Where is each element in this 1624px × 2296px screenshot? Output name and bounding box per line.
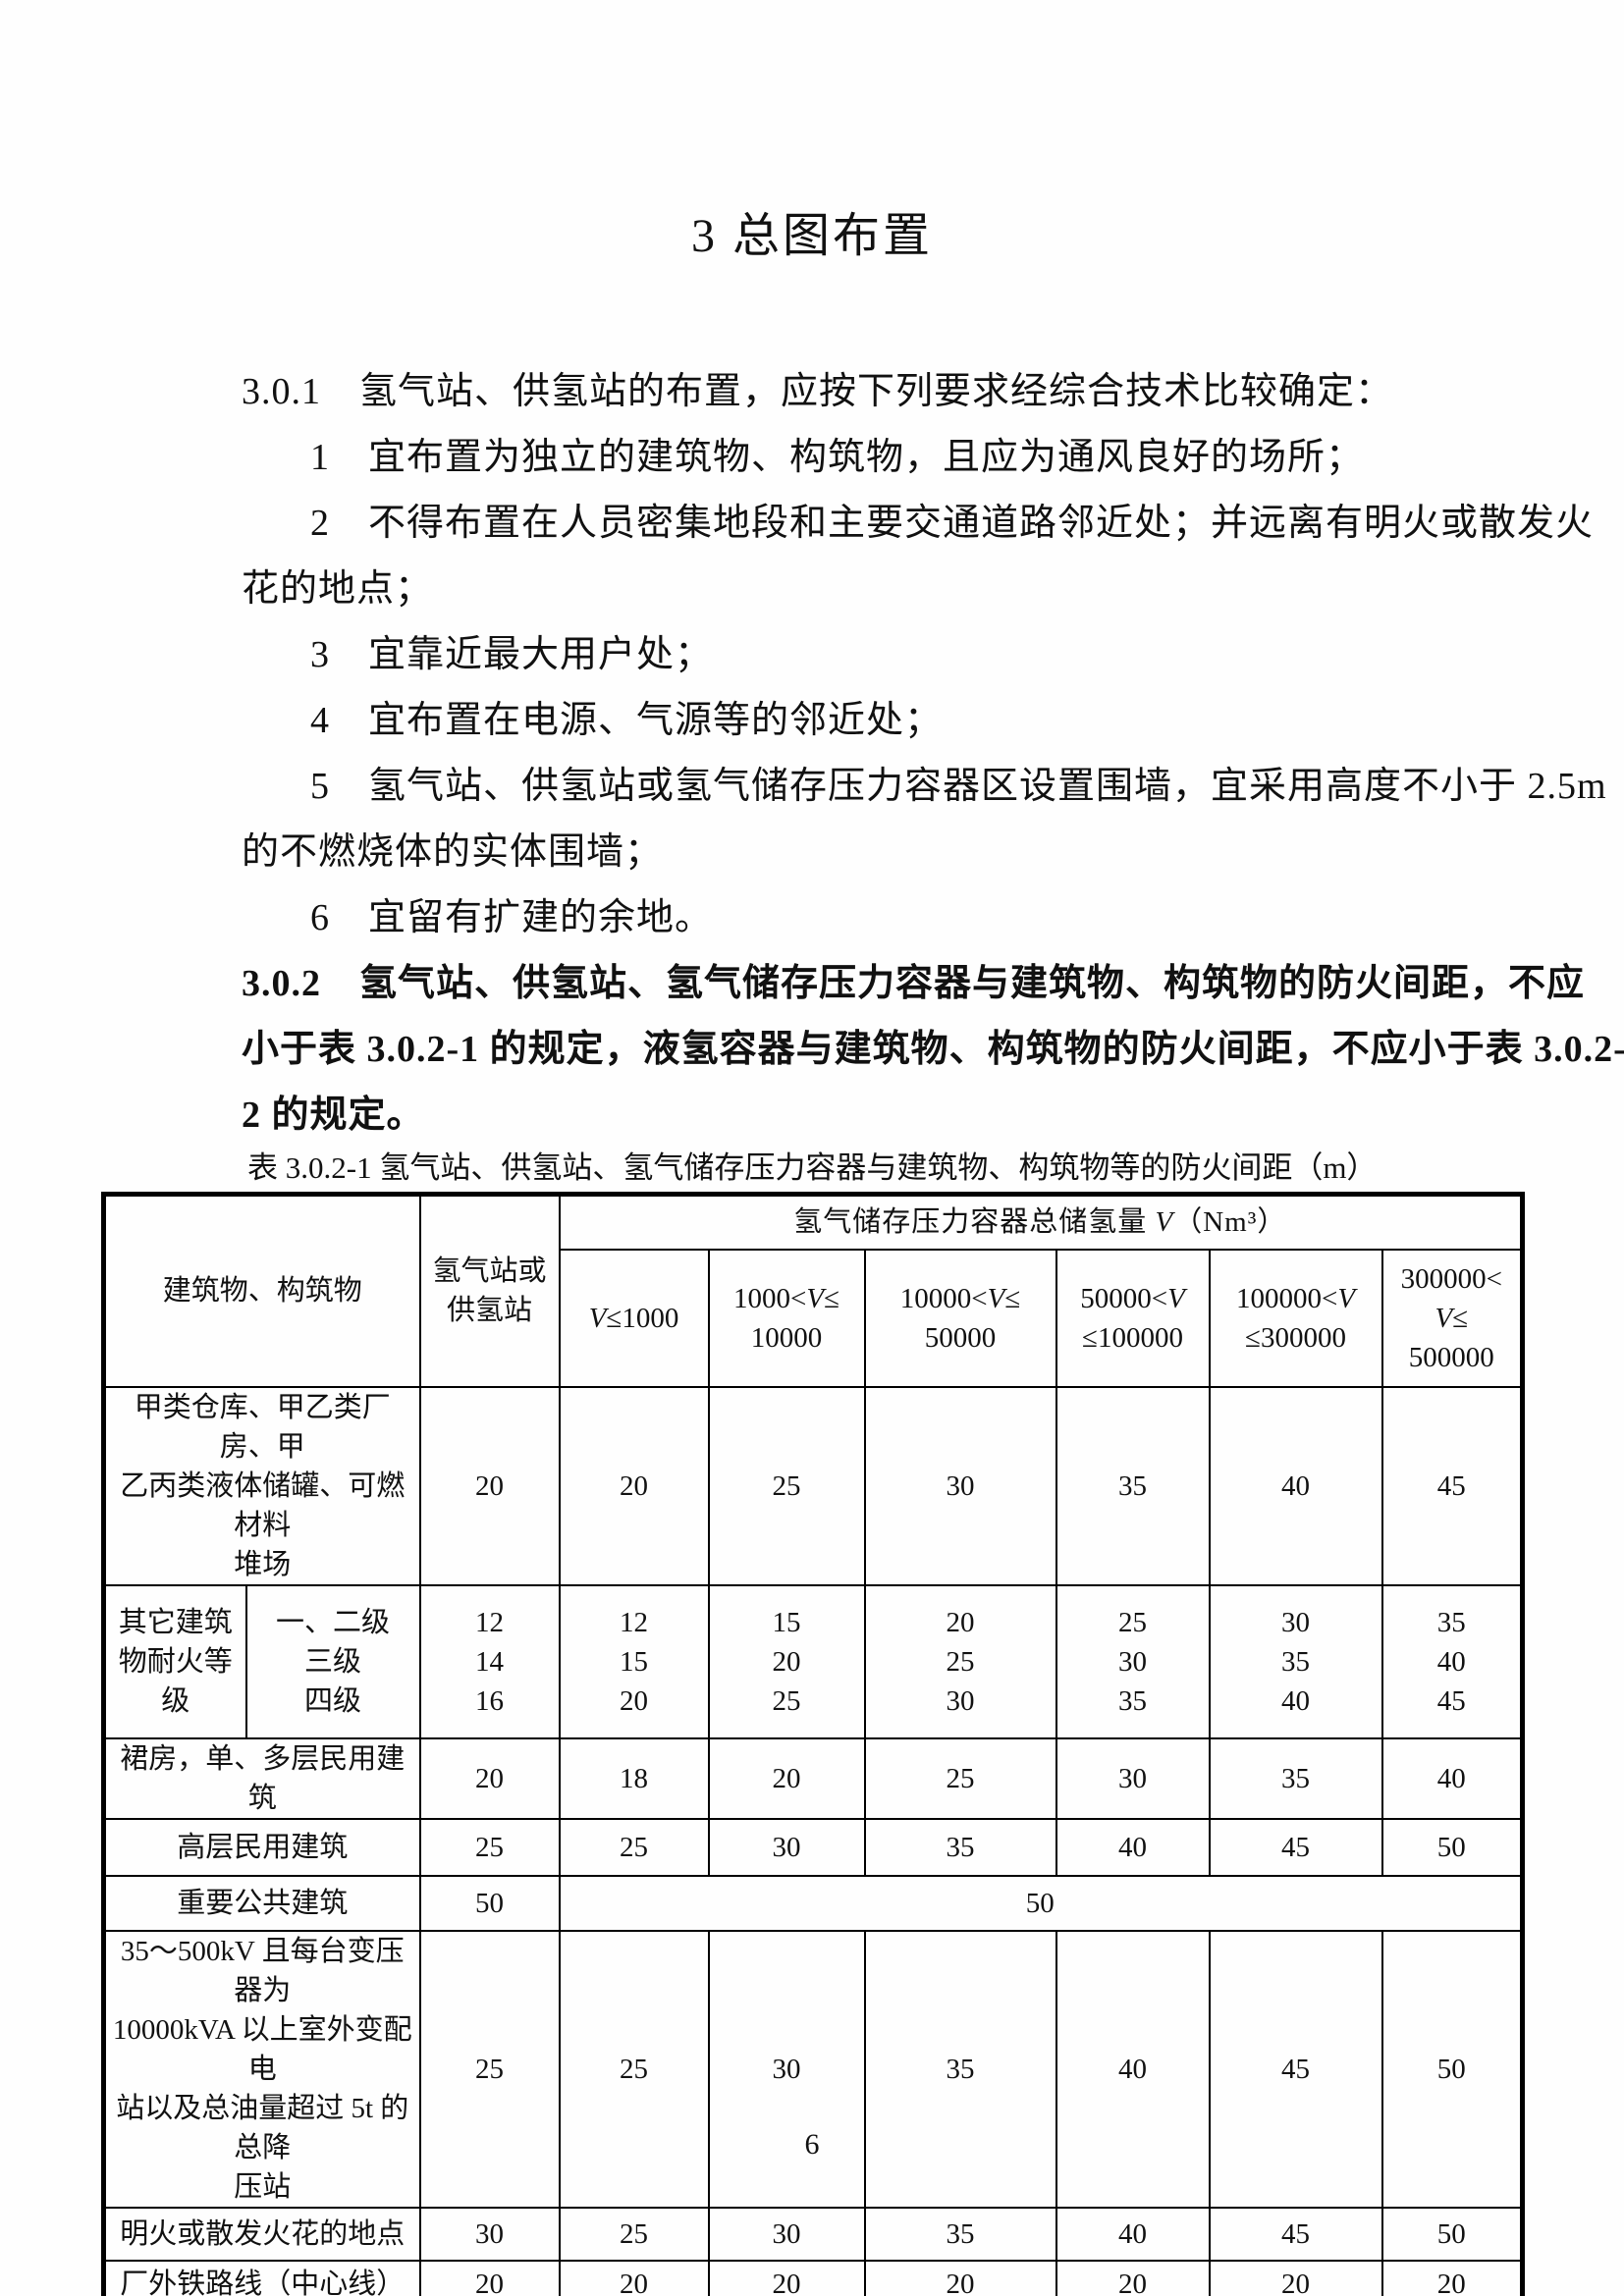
clause-3.0.1-item-6: 6 宜留有扩建的余地。 <box>310 897 714 938</box>
row-public: 重要公共建筑 50 50 <box>102 1874 1524 1932</box>
header-capacity-title: 氢气储存压力容器总储氢量 V（Nm³） <box>558 1193 1524 1251</box>
row-gaoceng-station: 25 <box>418 1817 561 1877</box>
clause-3.0.1: 3.0.1 氢气站、供氢站的布置，应按下列要求经综合技术比较确定： <box>242 371 1394 412</box>
table-cell: 35 <box>863 2206 1057 2262</box>
header-range-5: 100000<V ≤300000 <box>1208 1248 1383 1388</box>
table-cell: 45 <box>1208 1817 1383 1877</box>
row-railway-station: 20 <box>418 2259 561 2296</box>
table-cell: 20 <box>558 1385 710 1586</box>
row-fire-rating-grades: 一、二级 三级 四级 <box>244 1583 421 1739</box>
table-cell: 35 <box>1055 1385 1211 1586</box>
clause-3.0.1-item-3: 3 宜靠近最大用户处； <box>310 634 714 675</box>
table-cell: 25 30 35 <box>1055 1583 1211 1739</box>
table-cell: 30 <box>707 1929 866 2209</box>
table-cell: 20 <box>1208 2259 1383 2296</box>
header-building: 建筑物、构筑物 <box>102 1193 421 1388</box>
table-cell: 30 <box>1055 1736 1211 1820</box>
row-minghuo-station: 30 <box>418 2206 561 2262</box>
table-cell: 35 40 45 <box>1380 1583 1524 1739</box>
table-cell: 20 <box>707 1736 866 1820</box>
row-jia-station: 20 <box>418 1385 561 1586</box>
row-public-merged-cell: 50 <box>558 1874 1524 1932</box>
table-cell: 35 <box>863 1817 1057 1877</box>
row-transformer-station: 25 <box>418 1929 561 2209</box>
table-cell: 20 <box>1380 2259 1524 2296</box>
clause-3.0.1-item-5-cont: 的不燃烧体的实体围墙； <box>242 831 664 873</box>
table-caption: 表 3.0.2-1 氢气站、供氢站、氢气储存压力容器与建筑物、构筑物等的防火间距… <box>247 1150 1378 1185</box>
row-transformer: 35～500kV 且每台变压器为 10000kVA 以上室外变配电 站以及总油量… <box>102 1929 1524 2209</box>
clause-text-block: 3.0.1 氢气站、供氢站的布置，应按下列要求经综合技术比较确定： 1 宜布置为… <box>0 359 1624 1148</box>
row-railway-label: 厂外铁路线（中心线） <box>102 2259 421 2296</box>
table-cell: 45 <box>1208 2206 1383 2262</box>
row-fire-rating-station: 12 14 16 <box>418 1583 561 1739</box>
table-cell: 20 <box>863 2259 1057 2296</box>
clause-3.0.1-item-5: 5 氢气站、供氢站或氢气储存压力容器区设置围墙，宜采用高度不小于 2.5m <box>310 766 1607 807</box>
header-range-3: 10000<V≤ 50000 <box>863 1248 1057 1388</box>
page-title: 3 总图布置 <box>690 210 933 262</box>
row-transformer-label: 35～500kV 且每台变压器为 10000kVA 以上室外变配电 站以及总油量… <box>102 1929 421 2209</box>
clause-3.0.2-cont2: 2 的规定。 <box>242 1095 425 1136</box>
row-qunfang-label: 裙房，单、多层民用建筑 <box>102 1736 421 1820</box>
table-cell: 40 <box>1055 1929 1211 2209</box>
table-cell: 30 <box>707 2206 866 2262</box>
table-cell: 35 <box>1208 1736 1383 1820</box>
header-station: 氢气站或 供氢站 <box>418 1193 561 1388</box>
row-jia: 甲类仓库、甲乙类厂房、甲 乙丙类液体储罐、可燃材料 堆场 20 20 25 30… <box>102 1385 1524 1586</box>
table-cell: 40 <box>1055 2206 1211 2262</box>
table-cell: 45 <box>1208 1929 1383 2209</box>
table-cell: 40 <box>1055 1817 1211 1877</box>
clause-3.0.1-item-2-cont: 花的地点； <box>242 568 434 610</box>
table-cell: 20 <box>558 2259 710 2296</box>
row-fire-rating: 其它建筑 物耐火等 级 一、二级 三级 四级 12 14 16 12 15 20… <box>102 1583 1524 1739</box>
table-cell: 20 <box>1055 2259 1211 2296</box>
table-cell: 20 <box>707 2259 866 2296</box>
row-fire-rating-label: 其它建筑 物耐火等 级 <box>102 1583 247 1739</box>
table-cell: 45 <box>1380 1385 1524 1586</box>
table-cell: 25 <box>558 1929 710 2209</box>
table-cell: 15 20 25 <box>707 1583 866 1739</box>
table-cell: 35 <box>863 1929 1057 2209</box>
clause-3.0.2-cont1: 小于表 3.0.2-1 的规定，液氢容器与建筑物、构筑物的防火间距，不应小于表 … <box>242 1029 1624 1070</box>
table-cell: 30 <box>707 1817 866 1877</box>
clause-3.0.1-item-4: 4 宜布置在电源、气源等的邻近处； <box>310 700 944 741</box>
row-qunfang-station: 20 <box>418 1736 561 1820</box>
row-minghuo: 明火或散发火花的地点 30 25 30 35 40 45 50 <box>102 2206 1524 2262</box>
row-minghuo-label: 明火或散发火花的地点 <box>102 2206 421 2262</box>
table-cell: 50 <box>1380 1929 1524 2209</box>
row-gaoceng: 高层民用建筑 25 25 30 35 40 45 50 <box>102 1817 1524 1877</box>
row-railway: 厂外铁路线（中心线） 20 20 20 20 20 20 20 <box>102 2259 1524 2296</box>
row-public-label: 重要公共建筑 <box>102 1874 421 1932</box>
clause-3.0.1-item-2: 2 不得布置在人员密集地段和主要交通道路邻近处；并远离有明火或散发火 <box>310 503 1595 544</box>
row-gaoceng-label: 高层民用建筑 <box>102 1817 421 1877</box>
table-cell: 30 <box>863 1385 1057 1586</box>
table-cell: 50 <box>1380 1817 1524 1877</box>
row-jia-label: 甲类仓库、甲乙类厂房、甲 乙丙类液体储罐、可燃材料 堆场 <box>102 1385 421 1586</box>
clause-3.0.2: 3.0.2 氢气站、供氢站、氢气储存压力容器与建筑物、构筑物的防火间距，不应 <box>242 963 1586 1004</box>
table-cell: 25 <box>707 1385 866 1586</box>
header-range-4: 50000<V ≤100000 <box>1055 1248 1211 1388</box>
table-cell: 25 <box>558 1817 710 1877</box>
header-range-1: V≤1000 <box>558 1248 710 1388</box>
page-number: 6 <box>804 2128 820 2161</box>
clause-3.0.1-item-1: 1 宜布置为独立的建筑物、构筑物，且应为通风良好的场所； <box>310 437 1365 478</box>
row-qunfang: 裙房，单、多层民用建筑 20 18 20 25 30 35 40 <box>102 1736 1524 1820</box>
table-cell: 18 <box>558 1736 710 1820</box>
fire-distance-table: 建筑物、构筑物 氢气站或 供氢站 氢气储存压力容器总储氢量 V（Nm³） V≤1… <box>101 1192 1526 2296</box>
table-cell: 25 <box>863 1736 1057 1820</box>
header-range-6: 300000< V≤ 500000 <box>1380 1248 1524 1388</box>
table-cell: 12 15 20 <box>558 1583 710 1739</box>
table-cell: 25 <box>558 2206 710 2262</box>
table-cell: 30 35 40 <box>1208 1583 1383 1739</box>
table-cell: 20 25 30 <box>863 1583 1057 1739</box>
table-cell: 40 <box>1208 1385 1383 1586</box>
table-cell: 50 <box>1380 2206 1524 2262</box>
row-public-station: 50 <box>418 1874 561 1932</box>
header-range-2: 1000<V≤ 10000 <box>707 1248 866 1388</box>
table-cell: 40 <box>1380 1736 1524 1820</box>
